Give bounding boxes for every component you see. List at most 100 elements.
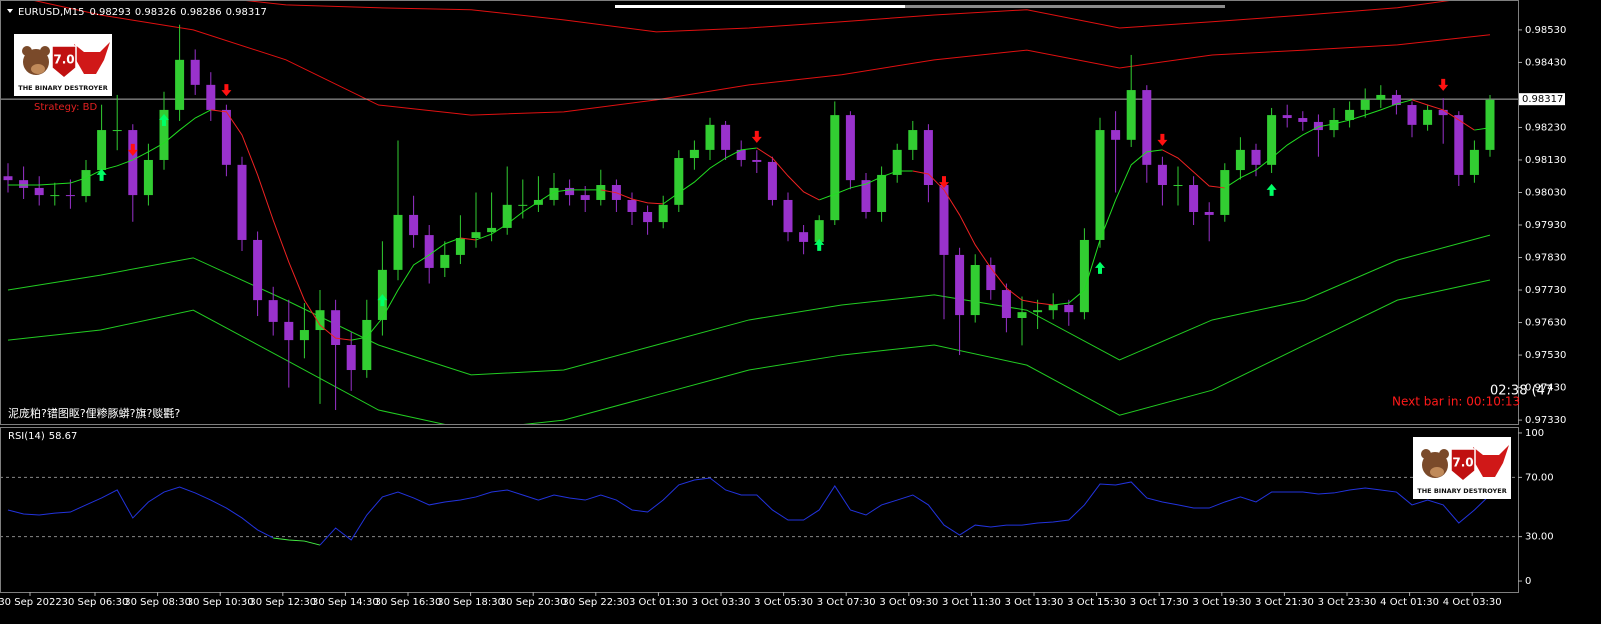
moving-average bbox=[460, 237, 477, 241]
menu-arrow[interactable] bbox=[7, 9, 13, 13]
y-tick-label: 0.97930 bbox=[1525, 220, 1566, 231]
axes: 0.98530 0.98430 0.98230 0.98130 0.98030 0.979… bbox=[0, 25, 1566, 608]
candle-body bbox=[1173, 185, 1183, 187]
candle-body bbox=[362, 319, 372, 371]
candle-body bbox=[19, 180, 29, 188]
y-tick-label: 70.00 bbox=[1525, 472, 1554, 483]
buy-arrow bbox=[96, 168, 107, 181]
candle-body bbox=[440, 254, 450, 268]
moving-average bbox=[756, 147, 820, 201]
candle-body bbox=[1282, 115, 1292, 119]
y-tick-label: 0.98530 bbox=[1525, 25, 1566, 36]
scrollbar[interactable] bbox=[615, 5, 1225, 8]
symbol: EURUSD,M15 bbox=[18, 7, 84, 18]
candle-body bbox=[814, 220, 824, 242]
candle-body bbox=[1220, 170, 1230, 215]
candle-body bbox=[549, 187, 559, 200]
candle-body bbox=[1298, 118, 1308, 122]
candle-body bbox=[1329, 119, 1339, 131]
candle-body bbox=[143, 159, 153, 196]
y-tick-label: 0.98130 bbox=[1525, 155, 1566, 166]
x-tick-label: 30 Sep 2022 bbox=[0, 597, 62, 608]
sell-arrow bbox=[939, 176, 949, 189]
rsi-title: RSI(14) 58.67 bbox=[8, 431, 77, 442]
candle-body bbox=[580, 195, 590, 200]
candle-body bbox=[159, 109, 169, 160]
scrollbar-thumb[interactable] bbox=[615, 5, 905, 8]
candle-body bbox=[206, 84, 216, 110]
x-tick-label: 3 Oct 13:30 bbox=[1005, 597, 1064, 608]
y-tick-label: 100 bbox=[1525, 428, 1544, 439]
candle-body bbox=[970, 265, 980, 316]
x-tick-label: 30 Sep 12:30 bbox=[249, 597, 316, 608]
candle-body bbox=[1267, 115, 1277, 165]
y-tick-label: 0 bbox=[1525, 576, 1531, 587]
sell-arrow bbox=[221, 84, 232, 97]
moving-average bbox=[351, 237, 461, 341]
candle-body bbox=[939, 185, 949, 255]
buy-arrow bbox=[159, 113, 169, 126]
close: 0.98317 bbox=[226, 7, 267, 18]
logo-name: THE BINARY DESTROYER bbox=[1417, 487, 1506, 495]
moving-average bbox=[1411, 99, 1475, 131]
y-tick-label: 0.98030 bbox=[1525, 187, 1566, 198]
band-line bbox=[7, 279, 1491, 424]
candle-body bbox=[237, 164, 247, 240]
x-tick-label: 3 Oct 05:30 bbox=[754, 597, 813, 608]
candle-body bbox=[643, 212, 653, 223]
candle-body bbox=[1111, 130, 1121, 140]
x-tick-label: 3 Oct 21:30 bbox=[1255, 597, 1314, 608]
y-tick-label: 0.97730 bbox=[1525, 285, 1566, 296]
candle-body bbox=[1017, 312, 1027, 318]
candle-body bbox=[487, 227, 497, 233]
candle-body bbox=[1423, 109, 1433, 125]
candle-body bbox=[845, 115, 855, 181]
x-tick-label: 3 Oct 15:30 bbox=[1067, 597, 1126, 608]
candle-body bbox=[596, 185, 606, 200]
candle-body bbox=[331, 310, 341, 345]
candle-body bbox=[1001, 290, 1011, 318]
candle-body bbox=[1438, 109, 1448, 116]
high: 0.98326 bbox=[135, 7, 176, 18]
candle-body bbox=[393, 214, 403, 270]
x-tick-label: 3 Oct 19:30 bbox=[1192, 597, 1251, 608]
candle-body bbox=[721, 124, 731, 150]
candle-body bbox=[315, 310, 325, 331]
x-tick-label: 3 Oct 03:30 bbox=[692, 597, 751, 608]
strategy-label: Strategy: BD bbox=[34, 102, 98, 113]
candle-body bbox=[877, 174, 887, 212]
rsi-name: RSI(14) bbox=[8, 431, 45, 442]
x-tick-label: 3 Oct 01:30 bbox=[629, 597, 688, 608]
moving-average bbox=[600, 189, 664, 205]
candle-body bbox=[674, 158, 684, 205]
x-tick-label: 3 Oct 23:30 bbox=[1318, 597, 1377, 608]
moving-average bbox=[475, 189, 601, 241]
moving-average bbox=[1162, 149, 1225, 189]
candle-body bbox=[34, 187, 44, 196]
buy-arrow bbox=[1095, 261, 1105, 274]
moving-average bbox=[8, 109, 212, 186]
moving-average bbox=[819, 170, 913, 201]
x-tick-label: 3 Oct 17:30 bbox=[1130, 597, 1189, 608]
candle-body bbox=[112, 130, 122, 132]
candle-body bbox=[1376, 94, 1386, 100]
x-tick-label: 3 Oct 07:30 bbox=[817, 597, 876, 608]
candle-body bbox=[1360, 99, 1370, 110]
candle-body bbox=[627, 199, 637, 212]
candle-body bbox=[65, 195, 75, 197]
logo-version: 7.0 bbox=[53, 53, 74, 67]
low: 0.98286 bbox=[180, 7, 221, 18]
x-tick-label: 3 Oct 09:30 bbox=[879, 597, 938, 608]
rsi-line bbox=[273, 537, 321, 546]
y-tick-label: 0.97830 bbox=[1525, 253, 1566, 264]
moving-average bbox=[1224, 99, 1413, 189]
x-tick-label: 30 Sep 22:30 bbox=[562, 597, 629, 608]
x-tick-label: 30 Sep 06:30 bbox=[62, 597, 129, 608]
next-bar: Next bar in: 00:10:13 bbox=[1392, 395, 1520, 409]
band-line bbox=[245, 1, 1450, 33]
candle-body bbox=[1142, 90, 1152, 165]
candle-body bbox=[1313, 121, 1323, 131]
y-tick-label: 0.97630 bbox=[1525, 318, 1566, 329]
chart-header: EURUSD,M15 0.98293 0.98326 0.98286 0.98317 bbox=[18, 7, 267, 18]
candle-body bbox=[752, 159, 762, 162]
